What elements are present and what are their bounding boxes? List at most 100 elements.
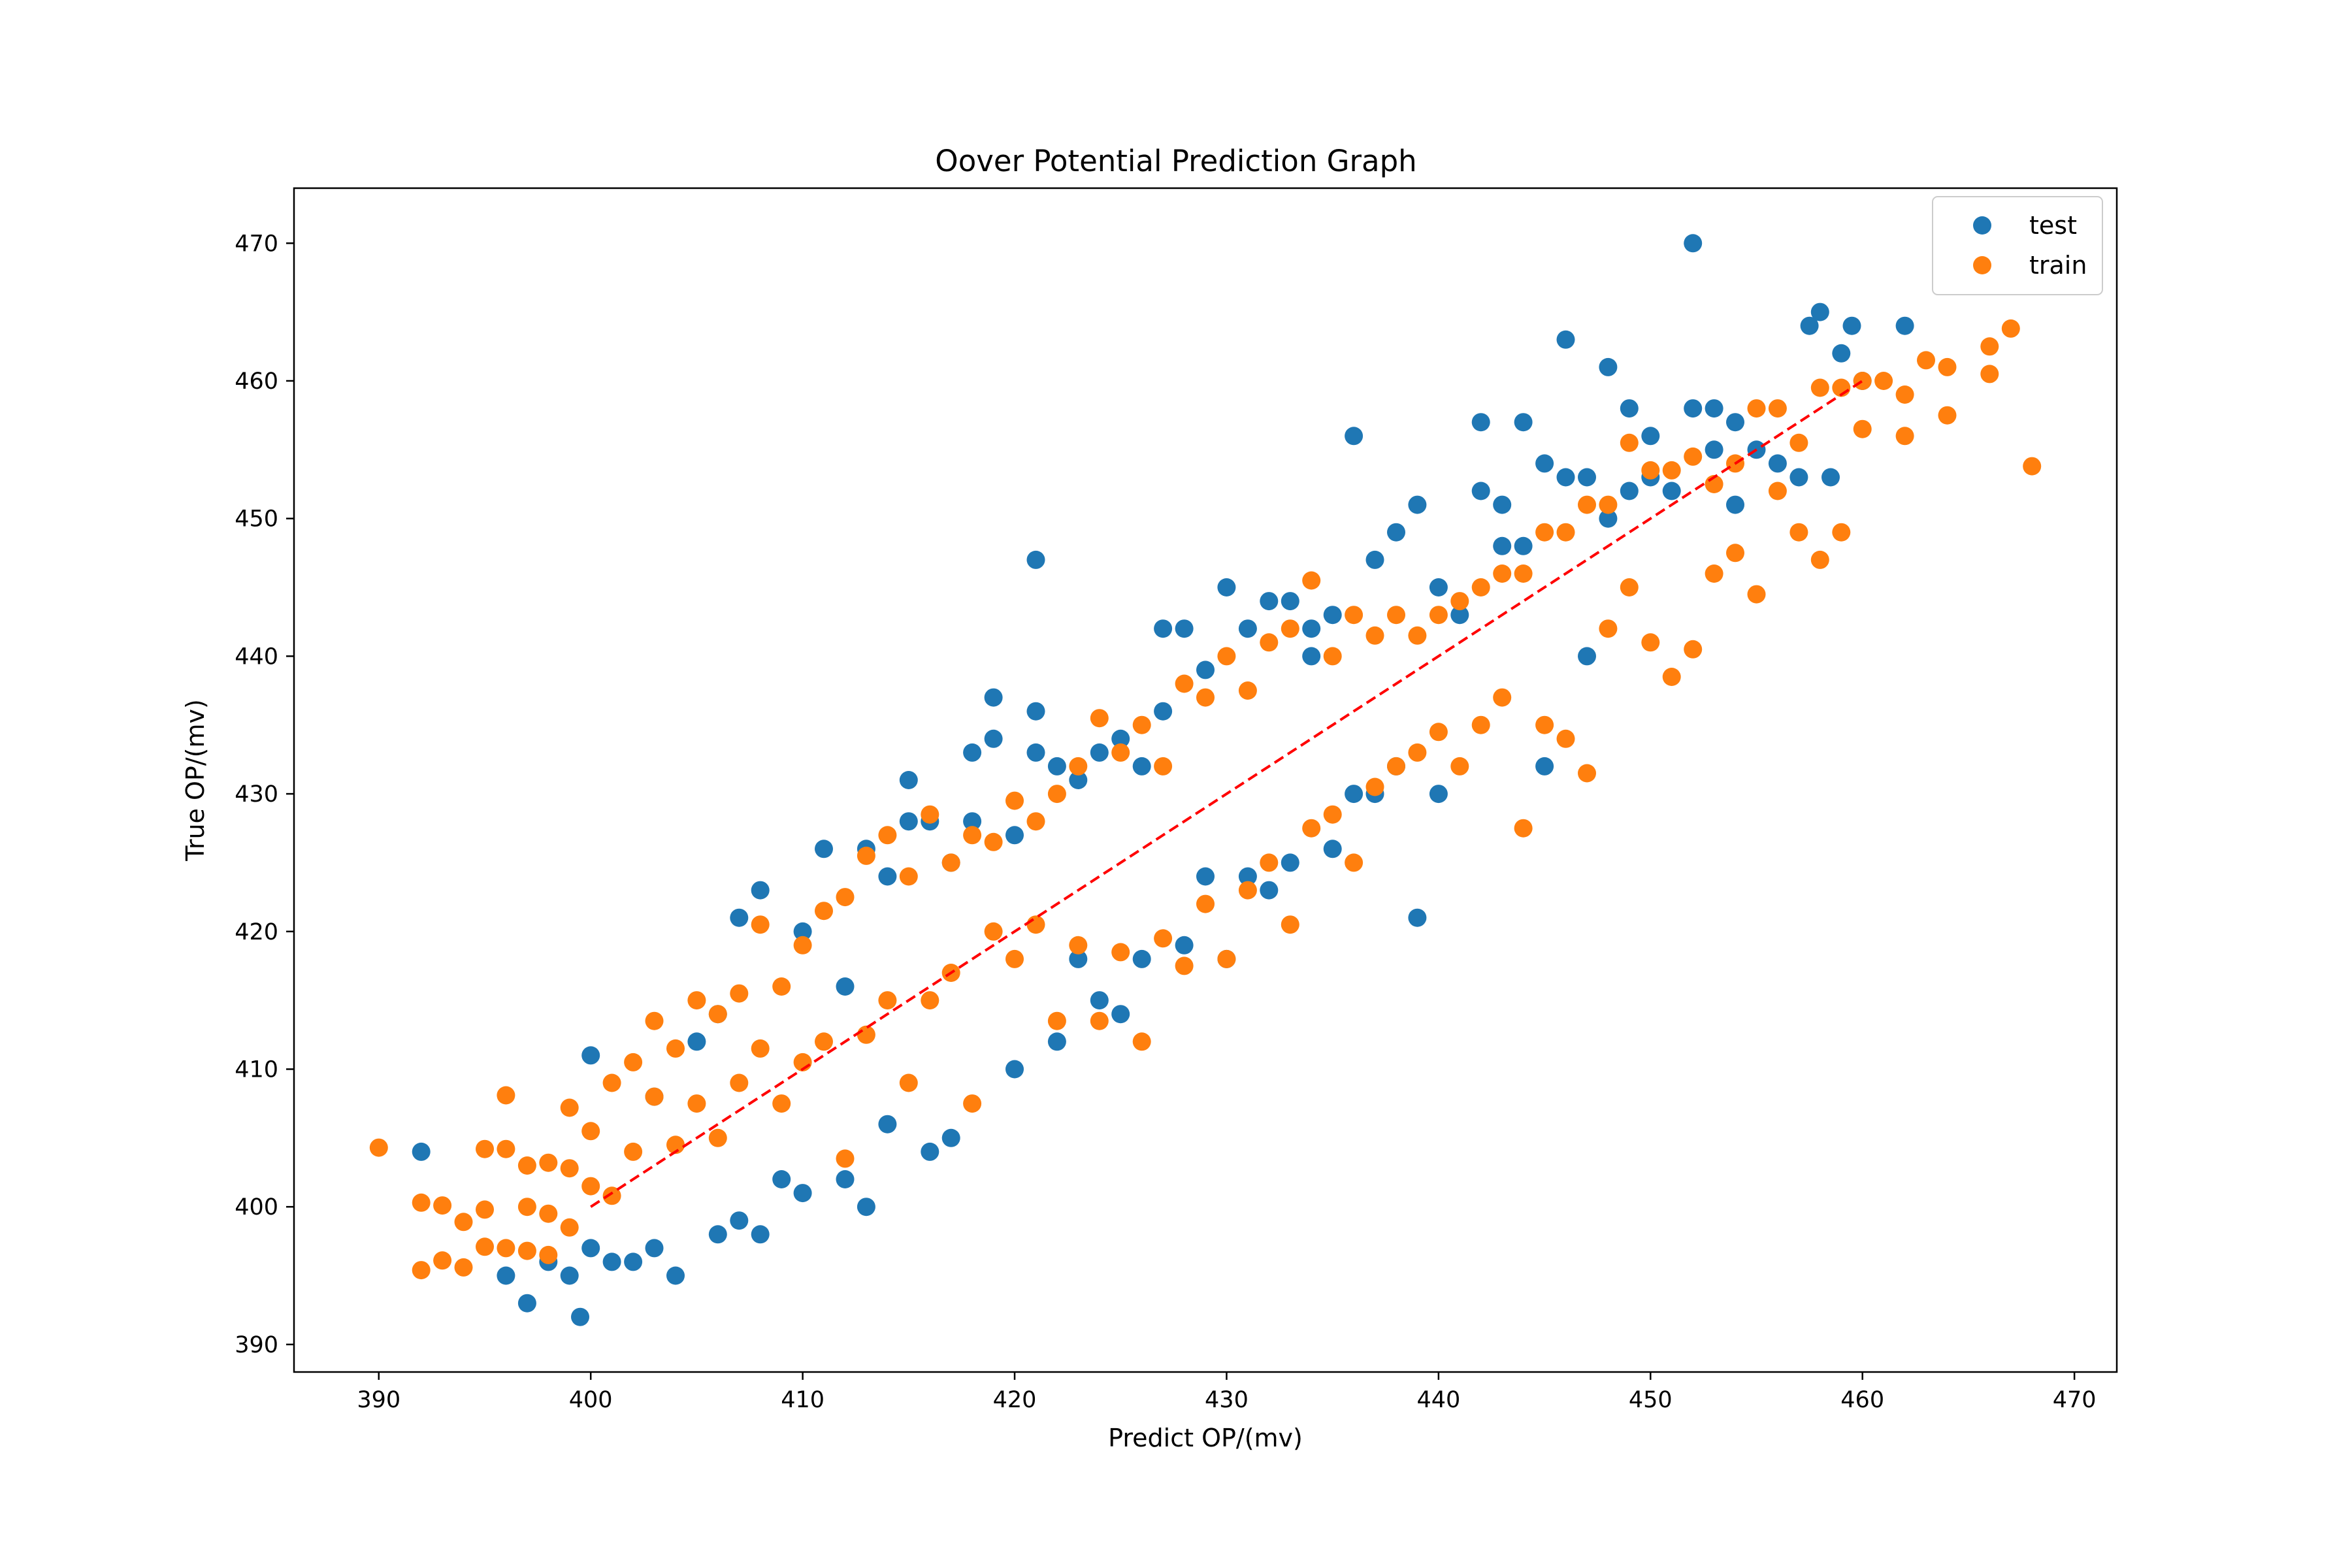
point-test [1842, 316, 1861, 335]
point-test [1047, 757, 1066, 776]
point-test [751, 881, 770, 900]
x-tick-label: 410 [781, 1387, 825, 1413]
point-test [899, 812, 918, 831]
point-test [878, 867, 897, 886]
point-test [1821, 468, 1840, 487]
point-train [1069, 757, 1088, 776]
point-train [1026, 812, 1045, 831]
point-train [1154, 757, 1173, 776]
point-test [878, 1115, 897, 1134]
point-train [560, 1159, 579, 1178]
point-test [645, 1239, 664, 1258]
x-tick-label: 400 [569, 1387, 613, 1413]
point-train [1768, 399, 1787, 418]
point-test [1471, 482, 1490, 500]
point-train [751, 1039, 770, 1058]
point-train [1429, 723, 1448, 742]
point-train [730, 984, 749, 1003]
point-train [1662, 461, 1681, 480]
point-train [963, 826, 982, 845]
x-tick-label: 440 [1416, 1387, 1460, 1413]
point-test [1895, 316, 1914, 335]
point-test [571, 1307, 589, 1326]
point-test [1345, 427, 1364, 446]
plot-frame [293, 187, 2118, 1373]
point-test [1090, 743, 1109, 762]
point-test [1705, 399, 1723, 418]
point-train [815, 902, 833, 921]
point-test [1599, 509, 1618, 528]
x-axis-label: Predict OP/(mv) [1108, 1424, 1303, 1452]
point-test [581, 1046, 600, 1065]
point-test [1408, 495, 1427, 514]
point-train [1005, 949, 1024, 968]
y-tick-label: 450 [235, 506, 278, 532]
point-test [1493, 536, 1512, 555]
point-test [1684, 234, 1703, 253]
point-test [1111, 729, 1130, 748]
point-train [624, 1053, 643, 1071]
point-train [751, 915, 770, 934]
point-train [1535, 523, 1554, 542]
point-train [815, 1032, 833, 1051]
point-test [751, 1225, 770, 1244]
point-train [1684, 447, 1703, 466]
y-tick-label: 460 [235, 368, 278, 395]
point-train [645, 1087, 664, 1106]
point-train [412, 1261, 431, 1280]
point-train [1578, 764, 1596, 783]
point-train [1747, 585, 1766, 604]
point-test [1323, 606, 1342, 625]
point-test [793, 922, 812, 941]
point-train [1747, 399, 1766, 418]
point-test [836, 977, 855, 996]
point-train [899, 867, 918, 886]
point-train [1047, 1011, 1066, 1030]
y-axis: 390 400 410 420 430 440 450 460 470 [235, 231, 294, 1358]
legend: test train [1932, 196, 2103, 295]
point-train [899, 1073, 918, 1092]
x-tick-label: 460 [1840, 1387, 1884, 1413]
point-train [984, 922, 1003, 941]
point-train [539, 1153, 558, 1172]
point-train [1090, 1011, 1109, 1030]
point-train [369, 1138, 388, 1157]
point-test [1620, 482, 1639, 500]
point-test [1175, 619, 1194, 638]
point-test [1026, 550, 1045, 569]
point-train [772, 977, 791, 996]
point-train [1154, 929, 1173, 948]
point-test [1154, 619, 1173, 638]
point-train [836, 1149, 855, 1168]
y-axis-label: True OP/(mv) [181, 699, 210, 862]
point-test [1090, 991, 1109, 1010]
point-train [1895, 427, 1914, 446]
point-test [1599, 357, 1618, 376]
point-train [602, 1073, 621, 1092]
point-test [497, 1266, 515, 1285]
point-test [412, 1142, 431, 1161]
point-test [963, 812, 982, 831]
x-tick-label: 450 [1629, 1387, 1673, 1413]
point-train [1853, 372, 1872, 390]
legend-marker-test [1973, 216, 1991, 235]
point-train [1662, 668, 1681, 686]
point-train [1429, 606, 1448, 625]
x-tick-label: 430 [1205, 1387, 1249, 1413]
point-train [454, 1258, 473, 1277]
point-train [1684, 640, 1703, 659]
point-train [497, 1086, 515, 1105]
legend-label-test: test [2029, 211, 2077, 240]
point-test [1408, 908, 1427, 927]
point-train [708, 1128, 727, 1147]
point-train [730, 1073, 749, 1092]
point-train [1832, 523, 1851, 542]
point-train [1345, 853, 1364, 872]
point-test [1535, 454, 1554, 473]
point-test [1069, 771, 1088, 789]
point-train [581, 1177, 600, 1196]
point-train [1514, 819, 1533, 838]
point-train [1090, 709, 1109, 728]
point-test [899, 771, 918, 789]
point-test [1302, 619, 1321, 638]
